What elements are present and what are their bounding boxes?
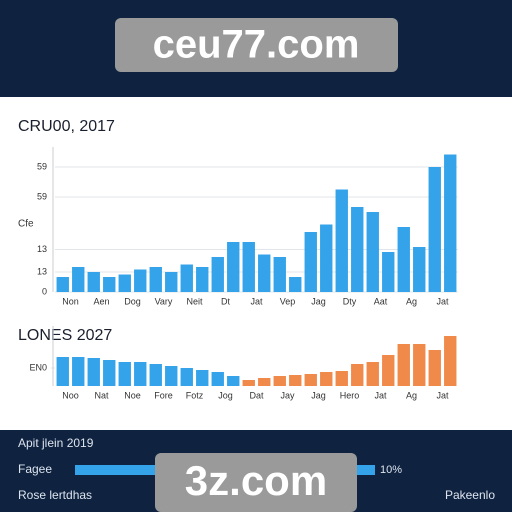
bar — [227, 242, 240, 292]
bar — [134, 269, 147, 292]
bar — [180, 264, 193, 292]
bar — [382, 252, 395, 292]
x-tick-label: Jay — [280, 390, 295, 400]
x-tick-label: Fotz — [186, 390, 204, 400]
x-tick-label: Jat — [436, 390, 449, 400]
bar — [397, 344, 410, 386]
y-tick-label: 59 — [37, 191, 47, 201]
bar — [320, 372, 333, 386]
x-tick-label: Fore — [154, 390, 173, 400]
footer-text: Apit jlein 2019 — [18, 436, 94, 450]
bar — [134, 362, 147, 386]
bar — [428, 167, 441, 292]
watermark: ceu77.com — [153, 23, 360, 67]
bar — [149, 364, 162, 386]
x-tick-label: Dat — [249, 390, 264, 400]
bar — [180, 368, 193, 386]
x-tick-label: Jat — [250, 296, 263, 306]
x-tick-label: Aat — [374, 296, 388, 306]
bar — [351, 364, 364, 386]
y-tick-label: 0 — [42, 286, 47, 296]
y-tick-label: EN0 — [29, 362, 47, 372]
footer-text: Rose lertdhas — [18, 488, 92, 502]
bar — [72, 267, 85, 292]
y-tick-label: 13 — [37, 244, 47, 254]
bar — [87, 272, 100, 292]
x-tick-label: Nat — [94, 390, 109, 400]
bar — [289, 277, 302, 292]
x-tick-label: Noe — [124, 390, 141, 400]
footer-text: Pakeenlo — [445, 488, 495, 502]
x-tick-label: Aen — [93, 296, 109, 306]
bar — [72, 357, 85, 386]
bar — [273, 257, 286, 292]
bar — [258, 378, 271, 386]
bar — [366, 362, 379, 386]
chart-title: LONES 2027 — [18, 327, 112, 344]
x-tick-label: Non — [62, 296, 79, 306]
progress-name: Fagee — [18, 462, 52, 476]
x-tick-label: Ag — [406, 296, 417, 306]
x-tick-label: Jat — [374, 390, 387, 400]
bar — [289, 375, 302, 386]
y-tick-label: 59 — [37, 161, 47, 171]
x-tick-label: Neit — [186, 296, 203, 306]
bar — [444, 154, 457, 292]
bar — [242, 380, 255, 386]
bar — [320, 224, 333, 292]
x-tick-label: Dog — [124, 296, 141, 306]
watermark: 3z.com — [185, 457, 327, 504]
bar — [103, 277, 116, 292]
bar — [56, 277, 69, 292]
x-tick-label: Jog — [218, 390, 233, 400]
x-tick-label: Jag — [311, 296, 326, 306]
chart-title: CRU00, 2017 — [18, 118, 115, 135]
panel — [0, 97, 512, 430]
watermark-box — [115, 18, 398, 72]
bar — [103, 360, 116, 386]
x-tick-label: Vary — [155, 296, 173, 306]
bar — [211, 372, 224, 386]
bar — [413, 344, 426, 386]
bar — [258, 254, 271, 292]
bar — [335, 189, 348, 292]
bar — [304, 232, 317, 292]
bar — [366, 212, 379, 292]
bar — [242, 242, 255, 292]
bar — [118, 274, 131, 292]
watermark-box — [155, 453, 357, 512]
bar — [397, 227, 410, 292]
bar — [118, 362, 131, 386]
bar — [444, 336, 457, 386]
bar — [196, 370, 209, 386]
x-tick-label: Dty — [343, 296, 357, 306]
bar — [149, 267, 162, 292]
bar — [413, 247, 426, 292]
bar — [428, 350, 441, 386]
x-tick-label: Jag — [311, 390, 326, 400]
bar — [304, 374, 317, 386]
bar — [273, 376, 286, 386]
x-tick-label: Noo — [62, 390, 79, 400]
x-tick-label: Hero — [340, 390, 360, 400]
x-tick-label: Vep — [280, 296, 296, 306]
bar — [335, 371, 348, 386]
x-tick-label: Ag — [406, 390, 417, 400]
bar — [165, 272, 178, 292]
bar — [87, 358, 100, 386]
bar — [196, 267, 209, 292]
bar — [56, 357, 69, 386]
bar — [382, 355, 395, 386]
bar — [227, 376, 240, 386]
bar — [351, 207, 364, 292]
y-tick-label: 13 — [37, 266, 47, 276]
bar — [211, 257, 224, 292]
progress-label: 10% — [380, 464, 402, 476]
y-axis-label: Cfe — [18, 219, 34, 230]
x-tick-label: Jat — [436, 296, 449, 306]
bar — [165, 366, 178, 386]
x-tick-label: Dt — [221, 296, 230, 306]
